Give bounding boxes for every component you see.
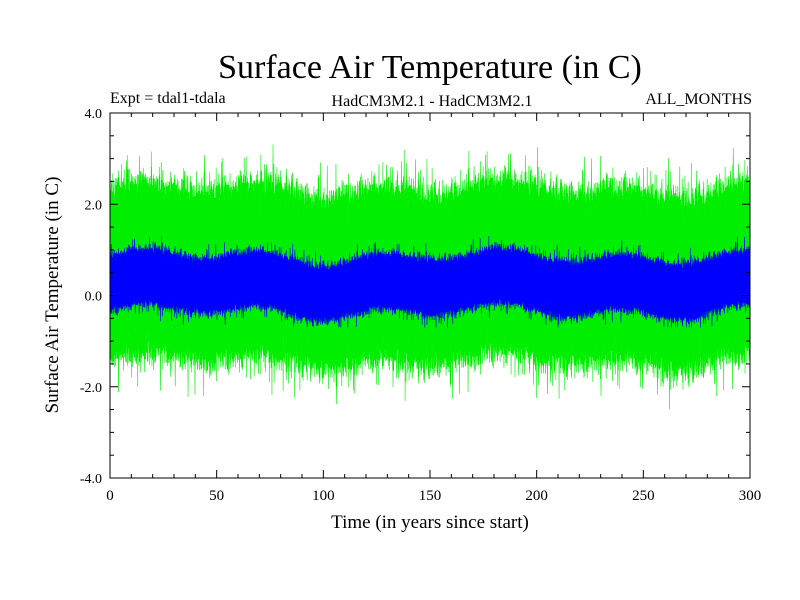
x-tick-label: 150 xyxy=(419,488,442,504)
x-tick-label: 50 xyxy=(209,488,224,504)
x-axis-label: Time (in years since start) xyxy=(331,512,529,533)
y-axis: -4.0 -2.0 0.0 2.0 4.0 xyxy=(80,107,750,487)
y-tick-label: -2.0 xyxy=(80,381,102,396)
x-tick-label: 0 xyxy=(106,488,114,504)
y-tick-label: -4.0 xyxy=(80,472,102,487)
chart-title: Surface Air Temperature (in C) xyxy=(218,49,642,86)
chart-subtitle-left: Expt = tdal1-tdala xyxy=(110,90,226,107)
y-tick-label: 2.0 xyxy=(85,198,103,213)
y-tick-label: 0.0 xyxy=(85,290,103,305)
x-tick-label: 250 xyxy=(632,488,655,504)
chart-subtitle-right: ALL_MONTHS xyxy=(645,91,752,108)
x-axis: 0 50 100 150 200 250 300 xyxy=(106,113,761,504)
plot-area xyxy=(109,144,751,410)
y-axis-label: Surface Air Temperature (in C) xyxy=(42,177,63,414)
chart-subtitle-center: HadCM3M2.1 - HadCM3M2.1 xyxy=(332,93,533,110)
x-tick-label: 300 xyxy=(739,488,762,504)
x-tick-label: 100 xyxy=(312,488,335,504)
y-tick-label: 4.0 xyxy=(85,107,103,122)
x-tick-label: 200 xyxy=(525,488,548,504)
